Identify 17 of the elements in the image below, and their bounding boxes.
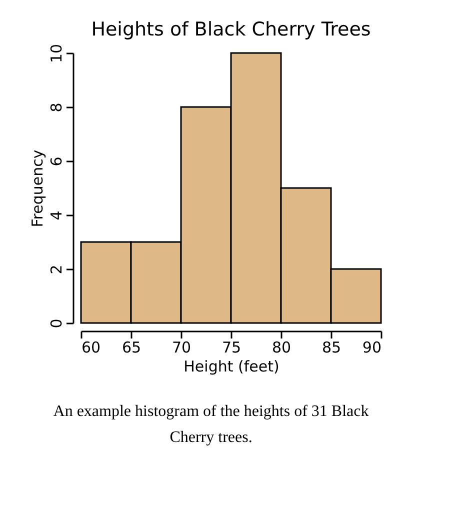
y-tick-label: 0 [48, 318, 66, 328]
x-tick-label: 60 [82, 338, 101, 356]
y-axis-title: Frequency [28, 150, 46, 228]
y-tick-label: 6 [48, 156, 66, 166]
x-tick-label: 65 [122, 338, 142, 356]
x-tick-label: 85 [322, 338, 342, 356]
x-tick-label: 75 [222, 338, 242, 356]
x-tick-label: 70 [172, 338, 192, 356]
x-tick-label: 90 [362, 338, 382, 356]
text: An example histogram of the heights of 31 Black Cherry trees. [53, 403, 369, 446]
y-tick-label: 8 [48, 102, 66, 112]
y-tick-label: 4 [48, 210, 66, 220]
y-tick-label: 10 [48, 44, 66, 64]
x-tick-label: 80 [272, 338, 292, 356]
chart-title: Heights of Black Cherry Trees [91, 18, 371, 40]
x-axis-title: Height (feet) [184, 358, 280, 376]
y-tick-label: 2 [48, 264, 66, 274]
